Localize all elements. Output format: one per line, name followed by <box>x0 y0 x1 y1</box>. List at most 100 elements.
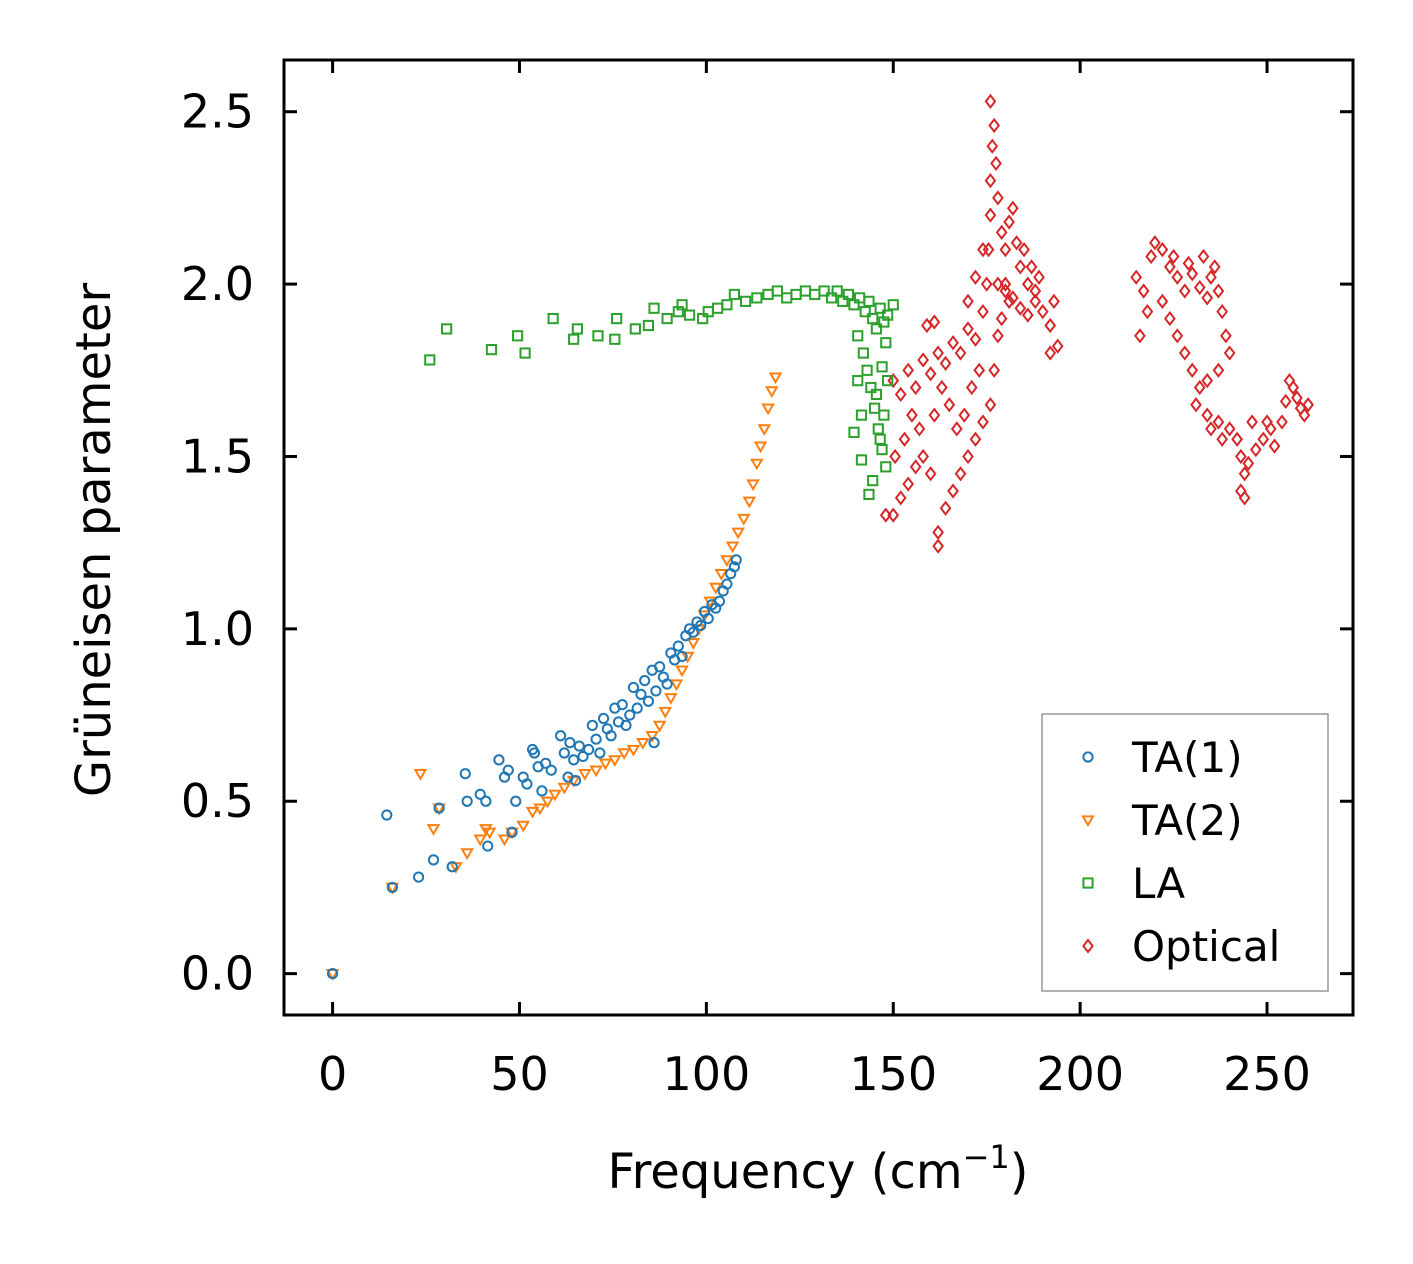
data-point <box>1145 248 1158 265</box>
data-point <box>984 173 997 189</box>
legend-marker-la <box>1082 877 1094 889</box>
data-point <box>1212 414 1225 430</box>
y-tick-label: 2.0 <box>181 257 254 311</box>
data-point <box>984 397 997 413</box>
data-point <box>1246 414 1258 430</box>
data-point <box>1149 235 1161 251</box>
legend-label: Optical <box>1132 922 1280 971</box>
data-point <box>1021 307 1034 323</box>
data-point <box>412 871 425 883</box>
data-point <box>999 276 1012 292</box>
x-tick-label: 100 <box>662 1047 750 1101</box>
data-point <box>1182 255 1195 272</box>
data-point <box>969 269 982 285</box>
data-point <box>852 330 864 342</box>
data-point <box>1291 390 1303 406</box>
data-point <box>1007 290 1019 306</box>
data-point <box>725 541 740 554</box>
data-point <box>460 848 474 861</box>
data-point <box>721 299 733 311</box>
data-point <box>558 747 570 759</box>
data-point <box>510 795 522 807</box>
legend-label: LA <box>1132 859 1185 908</box>
data-point <box>627 681 640 694</box>
data-point <box>980 276 993 292</box>
data-point <box>540 796 555 809</box>
data-point <box>863 295 875 307</box>
data-point <box>1257 431 1270 447</box>
data-point <box>988 117 1001 134</box>
data-point <box>1003 214 1015 230</box>
data-point <box>861 364 873 376</box>
data-point <box>1276 414 1288 430</box>
data-point <box>482 840 494 852</box>
legend-marker-optical <box>1082 938 1094 954</box>
y-tick-label: 0.5 <box>181 774 254 828</box>
data-point <box>999 283 1012 299</box>
data-point <box>1130 269 1143 285</box>
data-point <box>650 685 662 697</box>
data-point <box>1141 304 1154 320</box>
data-point <box>629 323 641 335</box>
legend-marker-ta-2- <box>1081 815 1095 828</box>
data-point <box>654 661 666 673</box>
data-point <box>480 795 492 807</box>
data-point <box>1249 441 1262 458</box>
data-point <box>882 309 894 321</box>
data-point <box>1010 235 1023 251</box>
data-point <box>731 527 745 540</box>
data-point <box>924 466 937 482</box>
data-point <box>1231 431 1243 447</box>
x-axis-label-tail: ) <box>1010 1144 1029 1200</box>
data-point <box>675 665 689 678</box>
data-point <box>590 733 602 745</box>
data-point <box>609 333 621 345</box>
data-point <box>842 288 855 301</box>
data-point <box>721 578 733 590</box>
data-point <box>1223 345 1236 361</box>
data-point <box>898 431 911 447</box>
data-point <box>708 582 723 595</box>
data-point <box>917 352 930 368</box>
data-point <box>750 458 764 471</box>
data-point <box>521 778 533 790</box>
x-axis-label-sup: −1 <box>963 1138 1010 1176</box>
data-point <box>992 328 1004 344</box>
legend: TA(1) TA(2) LA Optical <box>1041 713 1329 992</box>
data-point <box>764 386 779 399</box>
data-point <box>473 834 488 847</box>
plot-frame <box>282 58 1355 1017</box>
data-point <box>894 490 907 506</box>
data-point <box>852 375 864 387</box>
data-point <box>440 323 453 335</box>
data-point <box>947 483 959 499</box>
data-point <box>988 362 1001 378</box>
data-point <box>1171 269 1184 285</box>
data-point <box>720 555 734 567</box>
data-point <box>1268 438 1281 454</box>
data-point <box>426 824 441 836</box>
data-point <box>859 306 871 318</box>
data-point <box>1036 304 1049 320</box>
series-optical <box>879 93 1315 554</box>
data-point <box>1298 407 1311 423</box>
data-point <box>578 768 592 781</box>
data-point <box>932 538 944 554</box>
x-tick-label: 250 <box>1223 1047 1311 1101</box>
data-point <box>461 795 473 807</box>
y-tick-label: 2.5 <box>181 85 254 139</box>
data-point <box>433 802 445 814</box>
data-point <box>482 827 497 840</box>
data-point <box>995 310 1008 327</box>
data-point <box>1044 345 1057 361</box>
data-point <box>1220 328 1232 344</box>
x-tick-label: 150 <box>849 1047 937 1101</box>
data-point <box>568 754 580 766</box>
data-point <box>413 768 428 781</box>
data-point <box>958 407 971 423</box>
data-point <box>848 426 860 438</box>
data-point <box>664 693 678 705</box>
series-la <box>424 285 899 501</box>
data-point <box>999 242 1012 258</box>
axis-ticks <box>284 60 1353 1015</box>
